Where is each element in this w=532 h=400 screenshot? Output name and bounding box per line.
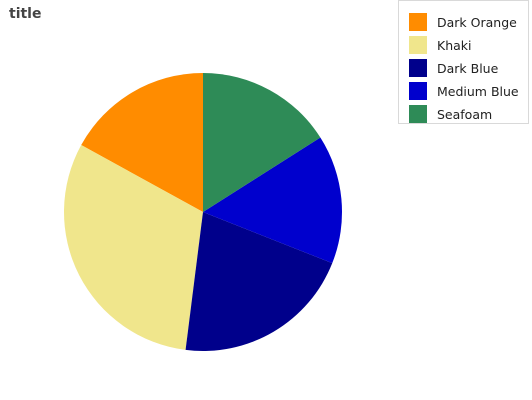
legend: Dark Orange Khaki Dark Blue Medium Blue Seaf… (398, 0, 529, 124)
legend-swatch (409, 105, 427, 123)
legend-item-dark-orange: Dark Orange (409, 13, 517, 31)
legend-label: Seafoam (437, 106, 493, 122)
pie-slice-seafoam (203, 73, 321, 212)
legend-swatch (409, 36, 427, 54)
legend-item-dark-blue: Dark Blue (409, 59, 498, 77)
legend-label: Medium Blue (437, 83, 519, 99)
pie-slice-dark-orange (81, 73, 203, 212)
legend-label: Khaki (437, 37, 472, 53)
pie-chart (64, 73, 343, 351)
legend-item-khaki: Khaki (409, 36, 472, 54)
legend-item-medium-blue: Medium Blue (409, 82, 519, 100)
legend-label: Dark Orange (437, 14, 517, 30)
pie-slice-khaki (64, 145, 204, 350)
legend-swatch (409, 59, 427, 77)
legend-item-seafoam: Seafoam (409, 105, 492, 123)
pie-slice-dark-blue (185, 212, 333, 351)
pie-slice-medium-blue (203, 137, 343, 264)
legend-swatch (409, 82, 427, 100)
chart-title: title (9, 6, 42, 22)
legend-swatch (409, 13, 427, 31)
legend-label: Dark Blue (437, 60, 499, 76)
